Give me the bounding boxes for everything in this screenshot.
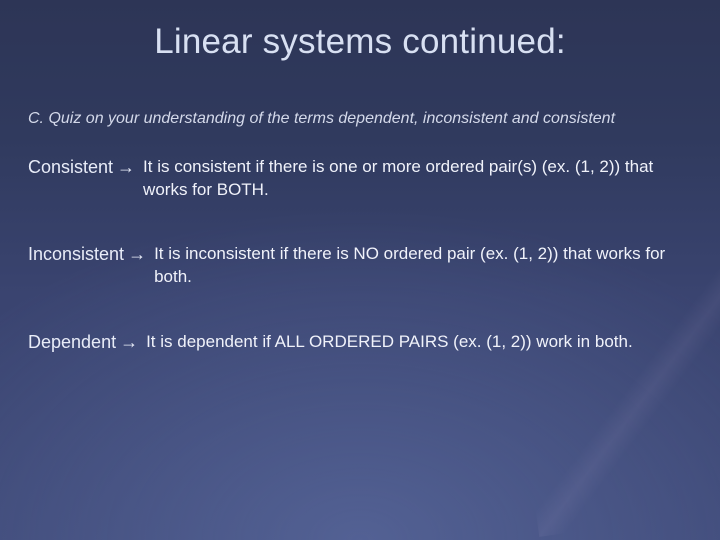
arrow-icon: → <box>117 156 135 178</box>
term-label: Inconsistent <box>28 243 124 265</box>
definition-text: It is consistent if there is one or more… <box>141 156 692 202</box>
term-label: Consistent <box>28 156 113 178</box>
definition-text: It is inconsistent if there is NO ordere… <box>152 243 692 289</box>
slide-title: Linear systems continued: <box>28 22 692 62</box>
definition-row: Dependent → It is dependent if ALL ORDER… <box>28 331 692 354</box>
arrow-icon: → <box>128 243 146 265</box>
definition-text: It is dependent if ALL ORDERED PAIRS (ex… <box>144 331 643 354</box>
arrow-icon: → <box>120 331 138 353</box>
definition-row: Consistent → It is consistent if there i… <box>28 156 692 202</box>
slide: Linear systems continued: C. Quiz on you… <box>0 0 720 540</box>
definition-row: Inconsistent → It is inconsistent if the… <box>28 243 692 289</box>
section-subhead: C. Quiz on your understanding of the ter… <box>28 108 692 130</box>
term-label: Dependent <box>28 331 116 353</box>
definitions-list: Consistent → It is consistent if there i… <box>28 156 692 355</box>
